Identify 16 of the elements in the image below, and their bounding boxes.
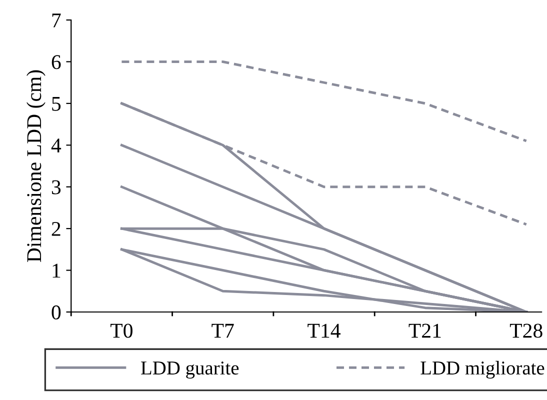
y-tick-label: 3 [52,180,61,194]
y-tick-label: 0 [52,305,61,320]
y-tick-label: 5 [52,97,61,111]
y-tick-label: 2 [52,222,60,236]
y-tick-label: 1 [52,264,60,278]
legend-label: LDD migliorate [420,360,544,379]
x-tick-label: T21 [408,324,441,338]
y-tick-label: 6 [52,55,61,70]
x-tick-label: T0 [110,324,132,338]
y-tick-label: 4 [51,138,62,152]
x-tick-label: T28 [510,324,542,338]
x-tick-label: T14 [308,324,340,338]
legend-label: LDD guarite [141,362,239,379]
y-axis-title: Dimensione LDD (cm) [26,70,46,262]
y-tick-label: 7 [52,14,61,28]
x-tick-label: T7 [212,324,234,338]
